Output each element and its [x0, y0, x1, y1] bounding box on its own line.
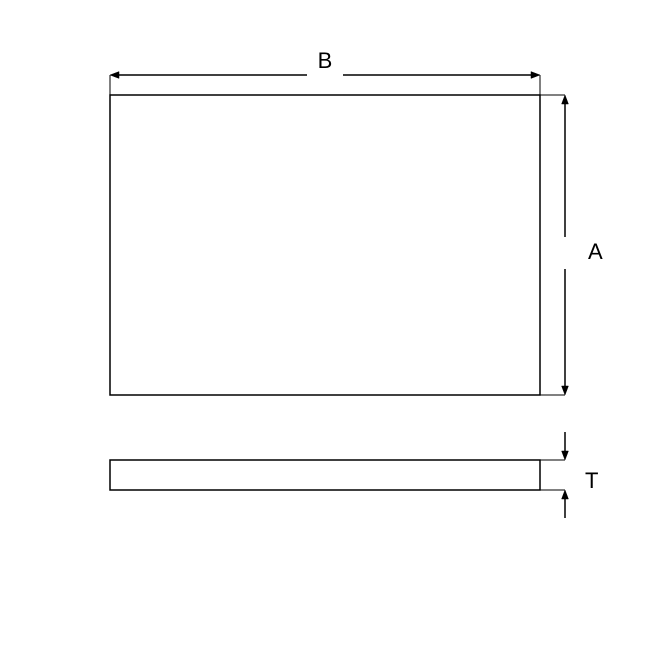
dimension-t-label: T [585, 468, 598, 493]
dimension-diagram: B A T [0, 0, 670, 670]
dimension-a-label: A [588, 239, 603, 264]
dimension-b-label: B [318, 48, 333, 73]
main-rect [110, 95, 540, 395]
dimension-b: B [110, 48, 540, 95]
side-rect [110, 460, 540, 490]
dimension-a: A [540, 95, 603, 395]
dimension-t: T [540, 432, 598, 518]
